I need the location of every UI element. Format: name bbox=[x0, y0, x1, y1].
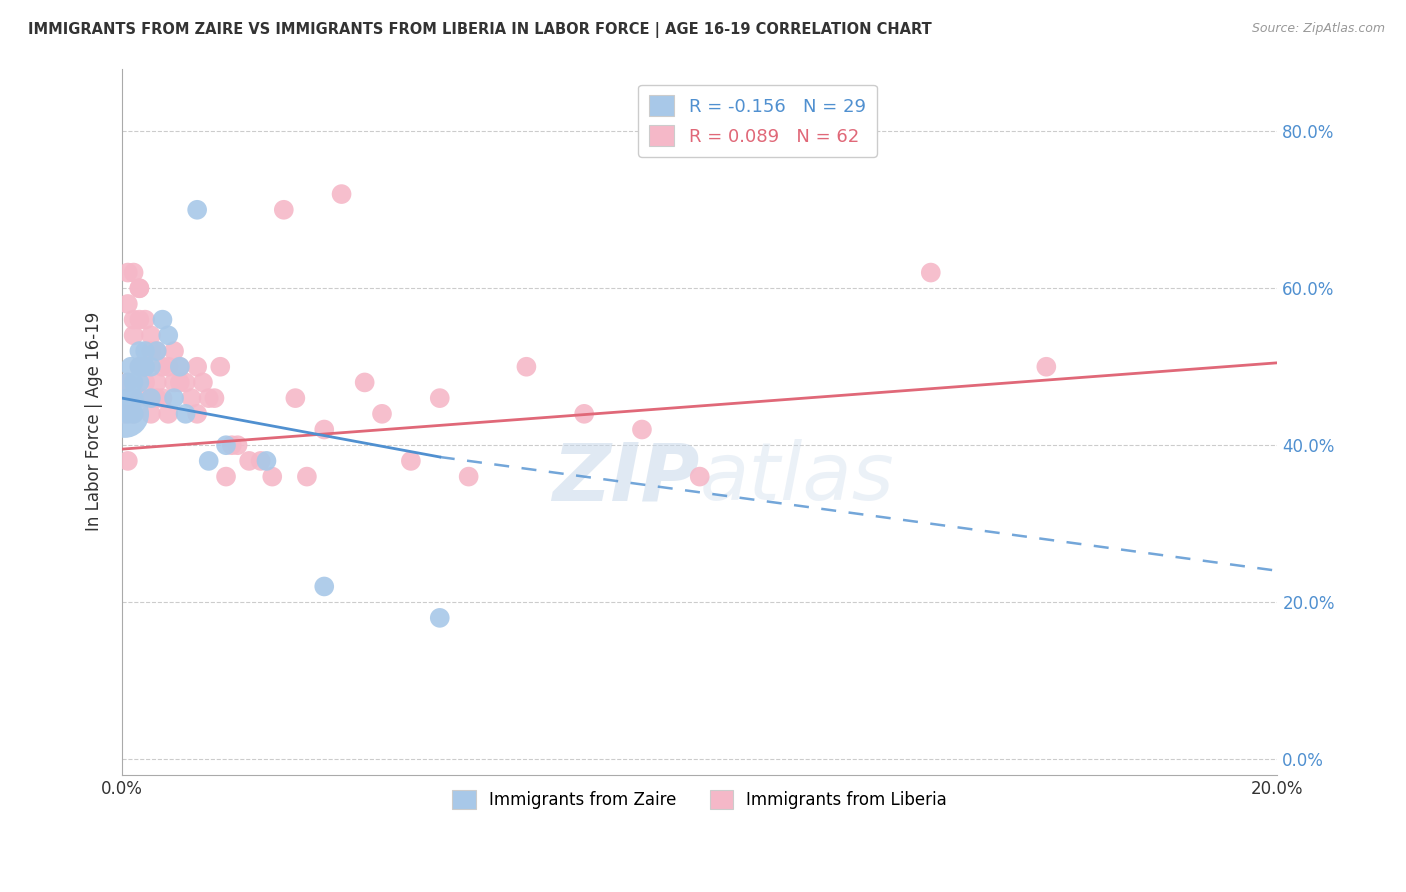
Point bbox=[256, 454, 278, 468]
Point bbox=[139, 328, 162, 343]
Point bbox=[122, 391, 145, 405]
Point bbox=[353, 376, 375, 390]
Point bbox=[262, 469, 284, 483]
Point bbox=[134, 359, 156, 374]
Point bbox=[371, 407, 394, 421]
Point bbox=[117, 297, 139, 311]
Point bbox=[134, 376, 156, 390]
Point bbox=[330, 187, 353, 202]
Point bbox=[163, 344, 186, 359]
Point bbox=[145, 344, 167, 359]
Point bbox=[174, 376, 197, 390]
Point bbox=[117, 407, 139, 421]
Point bbox=[152, 391, 174, 405]
Point bbox=[515, 359, 537, 374]
Point bbox=[399, 454, 422, 468]
Point bbox=[128, 312, 150, 326]
Point bbox=[139, 391, 162, 405]
Point bbox=[238, 454, 260, 468]
Point bbox=[134, 312, 156, 326]
Point bbox=[152, 359, 174, 374]
Point bbox=[145, 376, 167, 390]
Point bbox=[429, 391, 451, 405]
Point bbox=[152, 312, 174, 326]
Legend: Immigrants from Zaire, Immigrants from Liberia: Immigrants from Zaire, Immigrants from L… bbox=[446, 783, 953, 816]
Point bbox=[572, 407, 595, 421]
Point bbox=[139, 359, 162, 374]
Point bbox=[197, 391, 219, 405]
Point bbox=[920, 266, 942, 280]
Point bbox=[122, 328, 145, 343]
Point bbox=[114, 407, 136, 421]
Text: IMMIGRANTS FROM ZAIRE VS IMMIGRANTS FROM LIBERIA IN LABOR FORCE | AGE 16-19 CORR: IMMIGRANTS FROM ZAIRE VS IMMIGRANTS FROM… bbox=[28, 22, 932, 38]
Point bbox=[157, 328, 180, 343]
Point bbox=[314, 579, 336, 593]
Point bbox=[689, 469, 711, 483]
Point bbox=[117, 454, 139, 468]
Point bbox=[209, 359, 232, 374]
Point bbox=[197, 454, 219, 468]
Point bbox=[122, 407, 145, 421]
Point bbox=[128, 281, 150, 295]
Point bbox=[180, 391, 202, 405]
Point bbox=[221, 438, 243, 452]
Point bbox=[139, 391, 162, 405]
Point bbox=[186, 202, 208, 217]
Point bbox=[120, 359, 142, 374]
Point bbox=[122, 376, 145, 390]
Point bbox=[128, 359, 150, 374]
Point bbox=[145, 344, 167, 359]
Point bbox=[114, 407, 136, 421]
Point bbox=[122, 266, 145, 280]
Point bbox=[273, 202, 295, 217]
Point bbox=[169, 359, 191, 374]
Point bbox=[314, 423, 336, 437]
Point bbox=[134, 359, 156, 374]
Point bbox=[139, 344, 162, 359]
Point bbox=[134, 344, 156, 359]
Point bbox=[120, 391, 142, 405]
Point bbox=[215, 438, 238, 452]
Point bbox=[186, 359, 208, 374]
Point bbox=[204, 391, 226, 405]
Point bbox=[174, 407, 197, 421]
Point bbox=[117, 266, 139, 280]
Text: atlas: atlas bbox=[700, 439, 894, 517]
Point bbox=[157, 407, 180, 421]
Point bbox=[163, 376, 186, 390]
Point bbox=[117, 376, 139, 390]
Point bbox=[186, 407, 208, 421]
Point bbox=[139, 407, 162, 421]
Point bbox=[457, 469, 479, 483]
Point bbox=[1035, 359, 1057, 374]
Point bbox=[429, 611, 451, 625]
Point bbox=[117, 376, 139, 390]
Point bbox=[163, 391, 186, 405]
Point bbox=[117, 391, 139, 405]
Y-axis label: In Labor Force | Age 16-19: In Labor Force | Age 16-19 bbox=[86, 312, 103, 532]
Point bbox=[122, 407, 145, 421]
Point bbox=[128, 391, 150, 405]
Text: ZIP: ZIP bbox=[553, 439, 700, 517]
Point bbox=[215, 469, 238, 483]
Point bbox=[249, 454, 271, 468]
Point bbox=[191, 376, 214, 390]
Point bbox=[145, 391, 167, 405]
Point bbox=[631, 423, 654, 437]
Point bbox=[128, 281, 150, 295]
Text: Source: ZipAtlas.com: Source: ZipAtlas.com bbox=[1251, 22, 1385, 36]
Point bbox=[226, 438, 249, 452]
Point bbox=[157, 359, 180, 374]
Point bbox=[128, 344, 150, 359]
Point bbox=[169, 376, 191, 390]
Point bbox=[284, 391, 307, 405]
Point bbox=[295, 469, 318, 483]
Point bbox=[122, 391, 145, 405]
Point bbox=[128, 376, 150, 390]
Point bbox=[122, 312, 145, 326]
Point bbox=[169, 359, 191, 374]
Point bbox=[128, 359, 150, 374]
